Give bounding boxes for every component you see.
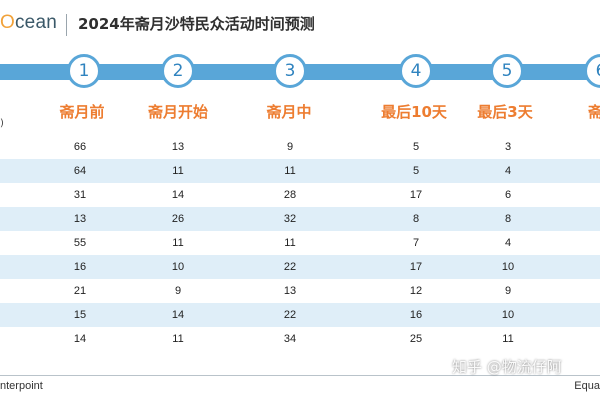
table-cell: 11 xyxy=(502,333,514,345)
table-cell: 7 xyxy=(412,237,420,249)
logo-text: cean xyxy=(14,12,57,33)
table-cell: 16 xyxy=(409,309,423,321)
table-cell: 34 xyxy=(283,333,297,345)
table-cell: 10 xyxy=(171,261,185,273)
table-cell: 13 xyxy=(283,285,297,297)
table-cell: 26 xyxy=(171,213,185,225)
table-cell: 17 xyxy=(409,189,423,201)
footer-divider xyxy=(0,375,600,376)
table-cell: 14 xyxy=(171,189,185,201)
table-cell: 8 xyxy=(412,213,420,225)
step-1-circle: 1 xyxy=(67,54,101,88)
table-cell: 9 xyxy=(286,141,294,153)
table-cell: 28 xyxy=(283,189,297,201)
table-cell: 10 xyxy=(501,309,515,321)
table-cell: 31 xyxy=(73,189,87,201)
table-cell: 9 xyxy=(174,285,182,297)
stage-label-1: 斋月前 xyxy=(59,103,105,121)
table-cell: 13 xyxy=(171,141,185,153)
table-row: 64 11 11 5 4 xyxy=(0,159,600,183)
table-cell: 15 xyxy=(73,309,87,321)
table-cell: 21 xyxy=(73,285,87,297)
table-cell: 22 xyxy=(283,261,297,273)
table-row: 15 14 22 16 10 xyxy=(0,303,600,327)
source-note: nterpoint xyxy=(0,380,43,392)
table-cell: 25 xyxy=(409,333,423,345)
table-cell: 10 xyxy=(501,261,515,273)
stage-label-3: 斋月中 xyxy=(266,103,312,121)
table-cell: 8 xyxy=(504,213,512,225)
table-cell: 5 xyxy=(412,165,420,177)
table-cell: 11 xyxy=(284,165,296,177)
table-cell: 14 xyxy=(73,333,87,345)
table-cell: 55 xyxy=(73,237,87,249)
stage-label-5: 最后3天 xyxy=(477,103,533,121)
logo-letter: O xyxy=(0,12,15,33)
table-cell: 4 xyxy=(504,237,512,249)
table-row: 31 14 28 17 6 xyxy=(0,183,600,207)
unit-label: ) xyxy=(0,118,4,129)
table-cell: 13 xyxy=(73,213,87,225)
logo: Ocean xyxy=(0,12,57,34)
page-title: 2024年斋月沙特民众活动时间预测 xyxy=(78,15,315,33)
stage-label-2: 斋月开始 xyxy=(147,103,208,121)
stage-label-6: 斋月 xyxy=(587,103,600,121)
table-cell: 6 xyxy=(504,189,512,201)
footer-right-text: Equa xyxy=(574,380,600,392)
table-cell: 12 xyxy=(409,285,423,297)
header-divider xyxy=(66,14,67,36)
table-cell: 17 xyxy=(409,261,423,273)
step-6-circle: 6 xyxy=(584,54,600,88)
watermark: 知乎 @物流仔阿 xyxy=(452,358,562,376)
table-cell: 11 xyxy=(172,165,184,177)
table-row: 14 11 34 25 11 xyxy=(0,327,600,351)
stage-label-4: 最后10天 xyxy=(381,103,447,121)
table-cell: 14 xyxy=(171,309,185,321)
table-cell: 32 xyxy=(283,213,297,225)
header: Ocean 2024年斋月沙特民众活动时间预测 xyxy=(0,0,600,46)
table-cell: 4 xyxy=(504,165,512,177)
step-3-circle: 3 xyxy=(273,54,307,88)
step-4-circle: 4 xyxy=(399,54,433,88)
step-5-circle: 5 xyxy=(490,54,524,88)
table-cell: 22 xyxy=(283,309,297,321)
table-cell: 11 xyxy=(172,237,184,249)
table-cell: 5 xyxy=(412,141,420,153)
table-cell: 66 xyxy=(73,141,87,153)
table-cell: 64 xyxy=(73,165,87,177)
table-row: 66 13 9 5 3 xyxy=(0,135,600,159)
table-cell: 16 xyxy=(73,261,87,273)
table-row: 16 10 22 17 10 xyxy=(0,255,600,279)
step-2-circle: 2 xyxy=(161,54,195,88)
table-row: 21 9 13 12 9 xyxy=(0,279,600,303)
table-cell: 11 xyxy=(284,237,296,249)
table-row: 13 26 32 8 8 xyxy=(0,207,600,231)
table-cell: 3 xyxy=(504,141,512,153)
table-cell: 9 xyxy=(504,285,512,297)
table-cell: 11 xyxy=(172,333,184,345)
table-row: 55 11 11 7 4 xyxy=(0,231,600,255)
